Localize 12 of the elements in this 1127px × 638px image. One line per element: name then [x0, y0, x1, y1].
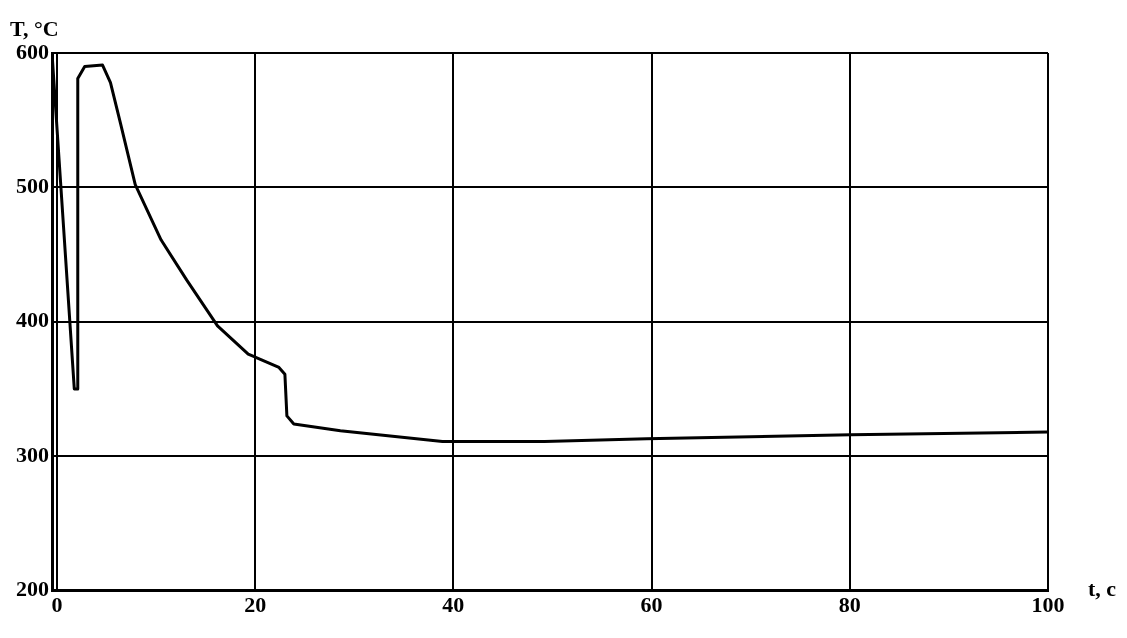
y-tick-label: 300 — [16, 441, 49, 467]
x-axis-title: t, c — [1088, 576, 1117, 602]
x-tick-label: 80 — [838, 592, 861, 618]
y-axis-title: T, °C — [10, 15, 59, 41]
x-tick-label: 100 — [1031, 592, 1065, 618]
x-tick-label: 40 — [442, 592, 465, 618]
x-tick-label: 60 — [640, 592, 663, 618]
x-tick-label: 0 — [51, 592, 63, 618]
y-tick-label: 400 — [16, 307, 49, 333]
y-tick-label: 500 — [16, 173, 49, 199]
x-tick-label: 20 — [244, 592, 267, 618]
y-tick-label: 200 — [16, 576, 49, 602]
